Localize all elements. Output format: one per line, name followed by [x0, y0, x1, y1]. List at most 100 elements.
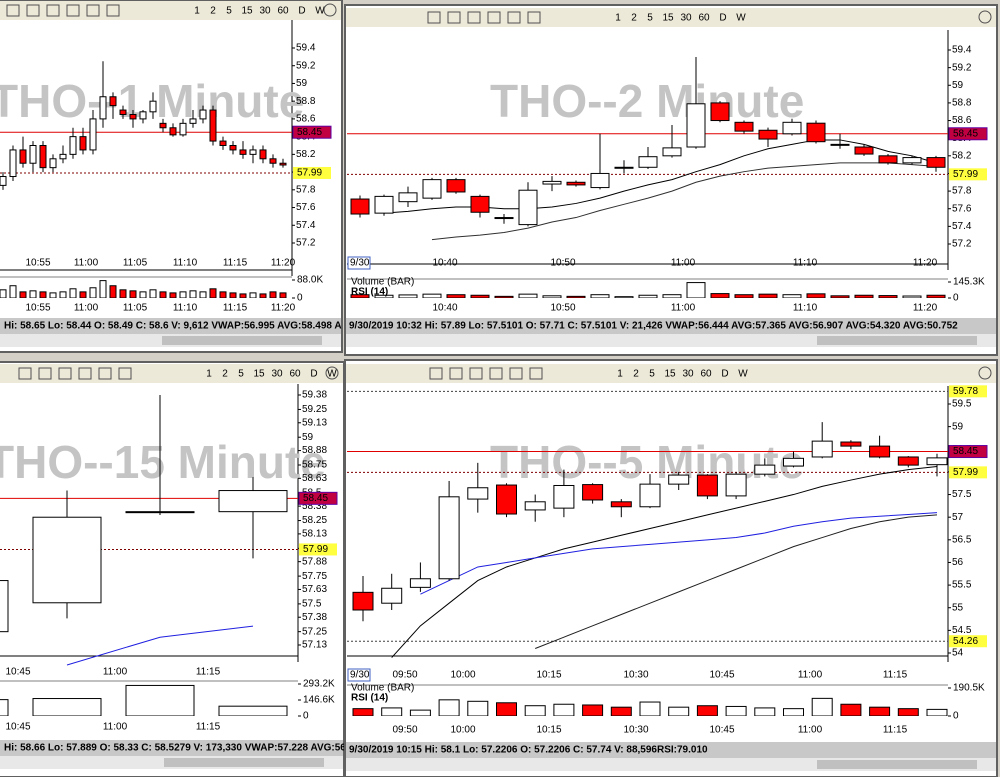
interval-button[interactable]: 15 — [662, 13, 674, 24]
time-label: 11:20 — [271, 303, 296, 314]
toolbar-icon[interactable] — [469, 367, 483, 380]
toolbar-icon[interactable] — [58, 367, 72, 380]
candle-body — [806, 122, 826, 143]
toolbar-icon[interactable] — [46, 4, 60, 17]
interval-button[interactable]: W — [315, 6, 325, 17]
toolbar-icon[interactable] — [449, 367, 463, 380]
volume-bar — [109, 285, 117, 298]
interval-button[interactable]: W — [736, 13, 746, 24]
price-tick-label: 57.8 — [952, 186, 972, 197]
date-label: 9/30 — [350, 258, 370, 269]
interval-button[interactable]: 1 — [615, 13, 621, 24]
close-button[interactable] — [323, 3, 337, 17]
interval-button[interactable]: 60 — [698, 13, 710, 24]
candle-body — [109, 96, 117, 107]
interval-button[interactable]: 5 — [238, 369, 244, 380]
toolbar-icon[interactable] — [98, 367, 112, 380]
candle-body — [119, 109, 127, 115]
scroll-thumb[interactable] — [162, 336, 322, 345]
toolbar-icon[interactable] — [106, 4, 120, 17]
toolbar-icon[interactable] — [529, 367, 543, 380]
candle-body — [374, 195, 394, 214]
candle-body — [553, 484, 575, 509]
interval-button[interactable]: 60 — [700, 369, 712, 380]
toolbar-icon[interactable] — [527, 11, 541, 24]
interval-button[interactable]: 15 — [253, 369, 265, 380]
toolbar-icon[interactable] — [86, 4, 100, 17]
interval-button[interactable]: 1 — [617, 369, 623, 380]
toolbar-icon[interactable] — [507, 11, 521, 24]
price-tick-label: 59 — [302, 432, 314, 443]
candle-body — [782, 121, 802, 135]
toolbar-icon[interactable] — [489, 367, 503, 380]
moving-average — [431, 162, 937, 241]
close-button[interactable] — [325, 366, 339, 380]
close-button[interactable] — [978, 366, 992, 380]
volume-bar — [518, 293, 538, 298]
close-button[interactable] — [978, 10, 992, 24]
interval-button[interactable]: 2 — [633, 369, 639, 380]
toolbar-icon[interactable] — [487, 11, 501, 24]
toolbar-icon[interactable] — [447, 11, 461, 24]
interval-button[interactable]: 30 — [682, 369, 694, 380]
interval-button[interactable]: 5 — [649, 369, 655, 380]
toolbar-icon[interactable] — [66, 4, 80, 17]
moving-average — [535, 514, 938, 649]
interval-button[interactable]: 5 — [226, 6, 232, 17]
interval-button[interactable]: 1 — [194, 6, 200, 17]
candle-body — [662, 147, 682, 157]
time-label: 11:15 — [883, 670, 908, 681]
plot-area — [0, 395, 298, 716]
toolbar-icon[interactable] — [38, 367, 52, 380]
interval-button[interactable]: 30 — [271, 369, 283, 380]
interval-button[interactable]: 5 — [647, 13, 653, 24]
window-frame — [0, 0, 343, 353]
scroll-thumb[interactable] — [164, 758, 324, 767]
candle-body — [696, 474, 718, 497]
volume-bar — [725, 705, 747, 716]
interval-button[interactable]: 1 — [206, 369, 212, 380]
volume-bar — [259, 293, 267, 298]
toolbar-icon[interactable] — [429, 367, 443, 380]
interval-button[interactable]: D — [721, 369, 728, 380]
interval-button[interactable]: 2 — [210, 6, 216, 17]
price-marker-label: 58.45 — [297, 127, 322, 138]
interval-button[interactable]: D — [298, 6, 305, 17]
toolbar-icon[interactable] — [118, 367, 132, 380]
volume-bar — [610, 706, 632, 716]
toolbar-icon[interactable] — [509, 367, 523, 380]
scroll-thumb[interactable] — [817, 760, 977, 769]
volume-bar — [696, 705, 718, 716]
time-label: 11:10 — [173, 303, 198, 314]
interval-button[interactable]: 60 — [277, 6, 289, 17]
interval-button[interactable]: D — [719, 13, 726, 24]
interval-button[interactable]: W — [738, 369, 748, 380]
toolbar-icon[interactable] — [78, 367, 92, 380]
plot-area — [0, 61, 292, 298]
toolbar-icon[interactable] — [6, 4, 20, 17]
time-label: 11:05 — [123, 258, 148, 269]
volume-bar — [398, 294, 418, 298]
toolbar-icon[interactable] — [467, 11, 481, 24]
interval-button[interactable]: W — [327, 369, 337, 380]
toolbar-icon[interactable] — [18, 367, 32, 380]
status-text: Hi: 58.65 Lo: 58.44 O: 58.49 C: 58.6 V: … — [4, 321, 342, 332]
interval-button[interactable]: 2 — [631, 13, 637, 24]
time-label: 11:00 — [103, 667, 128, 678]
interval-button[interactable]: 2 — [222, 369, 228, 380]
toolbar-icon[interactable] — [26, 4, 40, 17]
time-label: 11:15 — [223, 303, 248, 314]
toolbar-icon[interactable] — [427, 11, 441, 24]
interval-button[interactable]: D — [310, 369, 317, 380]
scroll-thumb[interactable] — [817, 336, 977, 345]
candle-body — [897, 456, 919, 466]
status-bar — [346, 742, 996, 758]
candle-body — [169, 127, 177, 136]
interval-button[interactable]: 30 — [680, 13, 692, 24]
interval-button[interactable]: 15 — [241, 6, 253, 17]
interval-button[interactable]: 60 — [289, 369, 301, 380]
volume-bar — [49, 292, 57, 298]
candle-body — [840, 441, 862, 447]
interval-button[interactable]: 30 — [259, 6, 271, 17]
interval-button[interactable]: 15 — [664, 369, 676, 380]
